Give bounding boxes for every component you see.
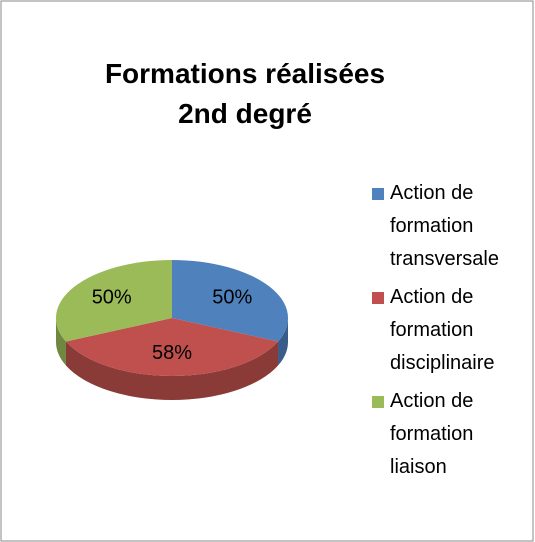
slice-side: [278, 318, 288, 366]
pie-slice: [55, 260, 172, 342]
chart-title: Formations réalisées 2nd degré: [105, 58, 385, 129]
legend-swatch: [372, 396, 384, 408]
pie-slice: [65, 318, 279, 377]
legend-label: Action de formation disciplinaire: [390, 286, 495, 374]
pie-slice: [172, 260, 288, 342]
legend-swatch: [372, 188, 384, 200]
slice-side: [56, 318, 66, 366]
legend-label: Action de formation transversale: [390, 182, 499, 270]
legend-label: Action de formation liaison: [390, 390, 473, 478]
slice-side: [65, 341, 279, 401]
data-label: 58%: [152, 342, 192, 364]
data-label: 50%: [92, 287, 132, 309]
data-label: 50%: [212, 287, 252, 309]
legend-swatch: [372, 292, 384, 304]
